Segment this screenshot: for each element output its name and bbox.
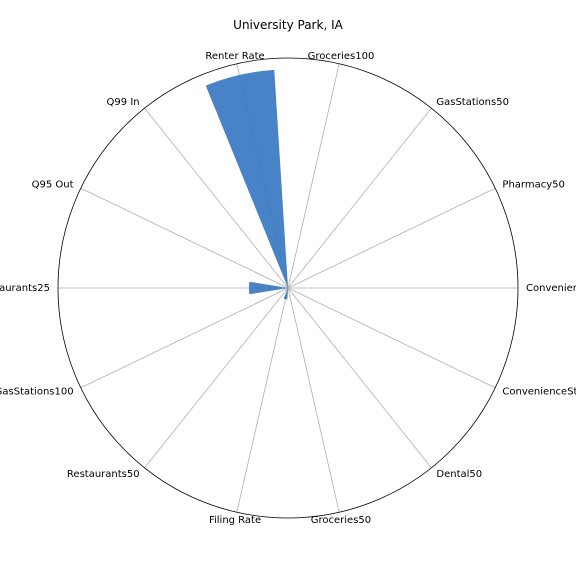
spoke-filing-rate [236, 287, 289, 513]
category-label-groceries50: Groceries50 [311, 515, 371, 526]
category-label-conveniencestores25: ConvenienceStores25 [526, 283, 576, 294]
category-label-restaurants50: Restaurants50 [67, 469, 140, 480]
spoke-q95-out [80, 187, 289, 289]
category-label-dental50: Dental50 [436, 469, 482, 480]
category-label-q99-in: Q99 In [107, 97, 140, 108]
bar-filing-rate [283, 288, 288, 300]
category-label-conveniencestores100: ConvenienceStores100 [502, 386, 576, 397]
chart-title: University Park, IA [233, 18, 343, 32]
spoke-q99-in [144, 107, 289, 289]
spoke-gasstations100 [80, 287, 289, 389]
spoke-dental50 [287, 287, 432, 469]
category-label-q95-out: Q95 Out [32, 180, 74, 191]
bar-restaurants25 [248, 281, 288, 295]
category-label-groceries100: Groceries100 [308, 51, 375, 62]
spoke-restaurants50 [144, 287, 289, 469]
data-bars [205, 69, 288, 300]
spoke-groceries100 [287, 63, 340, 289]
category-label-pharmacy50: Pharmacy50 [502, 180, 564, 191]
category-label-filing-rate: Filing Rate [209, 515, 261, 526]
spoke-pharmacy50 [287, 187, 496, 289]
category-label-gasstations50: GasStations50 [436, 97, 509, 108]
spoke-conveniencestores100 [287, 287, 496, 389]
spoke-groceries50 [287, 287, 340, 513]
bar-renter-rate [205, 69, 288, 289]
category-label-restaurants25: Restaurants25 [0, 283, 50, 294]
outer-ring [57, 57, 519, 519]
spoke-gasstations50 [287, 107, 432, 289]
category-labels: ConvenienceStores25 Pharmacy50 GasStations… [0, 51, 576, 526]
category-label-gasstations100: GasStations100 [0, 386, 74, 397]
category-label-renter-rate: Renter Rate [205, 51, 264, 62]
